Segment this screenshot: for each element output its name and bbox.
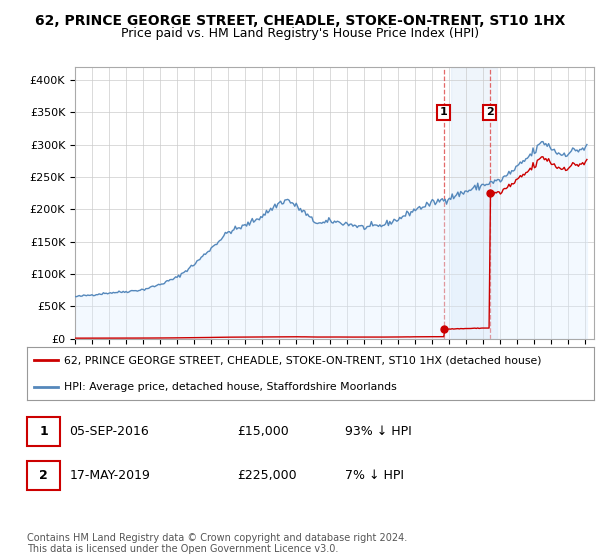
Text: 2: 2 [486,108,494,118]
FancyBboxPatch shape [27,417,60,446]
Text: 2: 2 [39,469,48,482]
Text: 1: 1 [440,108,448,118]
Bar [451,67,497,339]
Text: £225,000: £225,000 [237,469,296,482]
Text: 17-MAY-2019: 17-MAY-2019 [70,469,151,482]
Text: 62, PRINCE GEORGE STREET, CHEADLE, STOKE-ON-TRENT, ST10 1HX (detached house): 62, PRINCE GEORGE STREET, CHEADLE, STOKE… [64,356,541,366]
Text: Contains HM Land Registry data © Crown copyright and database right 2024.
This d: Contains HM Land Registry data © Crown c… [27,533,407,554]
Text: 7% ↓ HPI: 7% ↓ HPI [344,469,404,482]
FancyBboxPatch shape [27,461,60,490]
Text: 93% ↓ HPI: 93% ↓ HPI [344,425,411,438]
Text: 62, PRINCE GEORGE STREET, CHEADLE, STOKE-ON-TRENT, ST10 1HX: 62, PRINCE GEORGE STREET, CHEADLE, STOKE… [35,14,565,28]
Text: £15,000: £15,000 [237,425,289,438]
Text: 05-SEP-2016: 05-SEP-2016 [70,425,149,438]
Text: Price paid vs. HM Land Registry's House Price Index (HPI): Price paid vs. HM Land Registry's House … [121,27,479,40]
Text: HPI: Average price, detached house, Staffordshire Moorlands: HPI: Average price, detached house, Staf… [64,382,397,392]
Text: 1: 1 [39,425,48,438]
